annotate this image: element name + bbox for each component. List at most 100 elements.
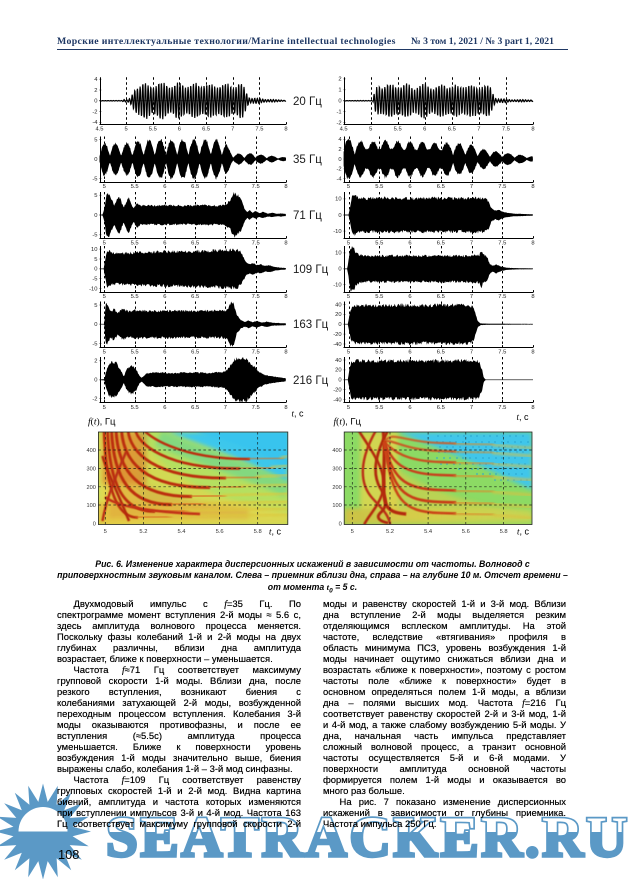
svg-text:5: 5 xyxy=(347,349,350,355)
svg-text:20 Гц: 20 Гц xyxy=(293,96,322,108)
svg-text:5.8: 5.8 xyxy=(500,529,508,535)
svg-text:6.5: 6.5 xyxy=(191,349,199,355)
svg-text:2: 2 xyxy=(94,359,97,365)
svg-text:2: 2 xyxy=(338,77,341,83)
svg-text:5.5: 5.5 xyxy=(394,127,402,133)
svg-text:-5: -5 xyxy=(92,276,97,282)
svg-text:6: 6 xyxy=(408,294,411,300)
svg-text:163 Гц: 163 Гц xyxy=(293,319,329,331)
svg-text:4: 4 xyxy=(94,77,98,83)
svg-text:6.5: 6.5 xyxy=(191,240,199,246)
svg-text:5.5: 5.5 xyxy=(375,349,383,355)
svg-text:0: 0 xyxy=(94,157,97,163)
svg-text:0: 0 xyxy=(338,157,341,163)
svg-text:6: 6 xyxy=(163,184,166,190)
svg-text:5: 5 xyxy=(347,294,350,300)
svg-text:35 Гц: 35 Гц xyxy=(293,154,322,166)
svg-text:7.5: 7.5 xyxy=(252,184,260,190)
svg-text:20: 20 xyxy=(335,368,341,374)
svg-text:6: 6 xyxy=(408,184,411,190)
svg-text:-2: -2 xyxy=(92,109,97,115)
svg-text:8: 8 xyxy=(284,405,287,411)
svg-text:5.6: 5.6 xyxy=(216,529,224,535)
svg-text:7: 7 xyxy=(224,240,227,246)
svg-text:-2: -2 xyxy=(336,120,341,126)
svg-text:6: 6 xyxy=(408,349,411,355)
svg-text:7: 7 xyxy=(470,240,473,246)
svg-text:0: 0 xyxy=(94,213,97,219)
svg-text:5.5: 5.5 xyxy=(131,184,139,190)
svg-text:5: 5 xyxy=(351,529,354,535)
svg-text:7: 7 xyxy=(470,184,473,190)
svg-text:-4: -4 xyxy=(336,177,342,183)
svg-text:0: 0 xyxy=(338,322,341,328)
svg-text:300: 300 xyxy=(87,467,96,473)
svg-text:8: 8 xyxy=(531,349,534,355)
svg-text:5.2: 5.2 xyxy=(386,529,394,535)
svg-text:8: 8 xyxy=(284,240,287,246)
svg-text:5: 5 xyxy=(124,127,127,133)
svg-text:t, с: t, с xyxy=(517,527,530,537)
svg-text:7: 7 xyxy=(231,127,234,133)
svg-text:6.5: 6.5 xyxy=(191,405,199,411)
svg-text:10: 10 xyxy=(335,251,341,257)
svg-text:5.5: 5.5 xyxy=(131,405,139,411)
svg-text:5: 5 xyxy=(369,127,372,133)
svg-text:5: 5 xyxy=(347,240,350,246)
svg-text:-5: -5 xyxy=(92,233,97,239)
svg-text:10: 10 xyxy=(335,197,341,203)
svg-text:SEATRACKER.RU: SEATRACKER.RU xyxy=(106,806,630,869)
svg-text:5: 5 xyxy=(94,303,97,309)
svg-text:5.5: 5.5 xyxy=(149,127,157,133)
svg-text:0: 0 xyxy=(93,521,96,527)
svg-text:6.5: 6.5 xyxy=(437,294,445,300)
svg-text:2: 2 xyxy=(338,147,341,153)
svg-text:7: 7 xyxy=(470,349,473,355)
svg-text:7.5: 7.5 xyxy=(252,294,260,300)
svg-text:5: 5 xyxy=(104,529,107,535)
svg-text:8: 8 xyxy=(531,405,534,411)
svg-text:71 Гц: 71 Гц xyxy=(293,210,322,222)
svg-text:t, с: t, с xyxy=(292,409,305,419)
svg-text:6: 6 xyxy=(163,294,166,300)
svg-text:f(t), Гц: f(t), Гц xyxy=(334,417,362,428)
svg-text:216 Гц: 216 Гц xyxy=(293,375,329,387)
svg-text:-10: -10 xyxy=(333,283,341,289)
svg-text:7.5: 7.5 xyxy=(498,184,506,190)
svg-text:0: 0 xyxy=(339,521,342,527)
svg-text:100: 100 xyxy=(87,503,96,509)
svg-text:5: 5 xyxy=(103,349,106,355)
svg-text:8: 8 xyxy=(284,127,287,133)
svg-text:6: 6 xyxy=(408,240,411,246)
svg-text:6.5: 6.5 xyxy=(202,127,210,133)
svg-text:6: 6 xyxy=(423,127,426,133)
svg-text:6: 6 xyxy=(178,127,181,133)
svg-text:5: 5 xyxy=(103,405,106,411)
svg-text:10: 10 xyxy=(91,247,97,253)
svg-text:5.6: 5.6 xyxy=(462,529,470,535)
svg-text:0: 0 xyxy=(94,378,97,384)
svg-text:-10: -10 xyxy=(89,286,97,292)
svg-text:109 Гц: 109 Гц xyxy=(293,264,329,276)
svg-text:6: 6 xyxy=(163,240,166,246)
svg-text:0: 0 xyxy=(94,99,97,105)
svg-text:7.5: 7.5 xyxy=(502,127,510,133)
svg-text:-2: -2 xyxy=(92,397,97,403)
svg-text:7.5: 7.5 xyxy=(255,127,263,133)
svg-text:5.4: 5.4 xyxy=(177,529,186,535)
svg-text:2: 2 xyxy=(94,88,97,94)
svg-text:40: 40 xyxy=(335,302,341,308)
svg-text:7.5: 7.5 xyxy=(252,349,260,355)
svg-text:0: 0 xyxy=(94,267,97,273)
svg-text:7.5: 7.5 xyxy=(498,240,506,246)
svg-text:-5: -5 xyxy=(92,176,97,182)
svg-text:40: 40 xyxy=(335,358,341,364)
svg-text:-2: -2 xyxy=(336,167,341,173)
svg-text:7: 7 xyxy=(224,294,227,300)
svg-text:5: 5 xyxy=(103,240,106,246)
svg-text:5: 5 xyxy=(347,405,350,411)
svg-text:8: 8 xyxy=(531,184,534,190)
svg-text:t, с: t, с xyxy=(269,527,282,537)
svg-text:7: 7 xyxy=(224,184,227,190)
svg-text:f(t), Гц: f(t), Гц xyxy=(88,417,116,428)
